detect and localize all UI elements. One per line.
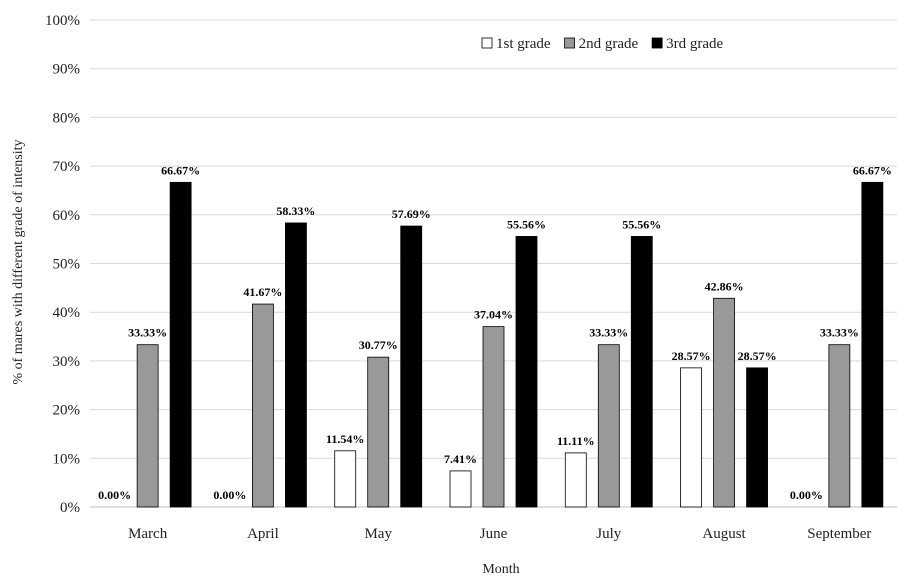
x-tick-label: August [702, 526, 746, 542]
data-label: 66.67% [161, 163, 200, 177]
data-label: 30.77% [359, 338, 398, 352]
bar-1st-grade [564, 452, 587, 508]
data-label: 11.54% [326, 432, 364, 446]
data-label: 66.67% [853, 163, 892, 177]
bar-3rd-grade [746, 367, 768, 508]
data-label: 33.33% [128, 326, 167, 340]
data-labels: 0.00% 33.33% 66.67% 0.00% 41.67% 58.33% 11.54%… [98, 163, 892, 502]
y-tick-label: 70% [53, 159, 81, 175]
y-tick-label: 90% [53, 62, 81, 78]
y-tick-label: 60% [53, 208, 81, 224]
x-axis-ticks: March April May June July August September [128, 526, 871, 542]
x-tick-label: May [364, 526, 392, 542]
x-tick-label: April [247, 526, 279, 542]
bar-3rd-grade [169, 181, 192, 508]
bar-1st-grade [334, 450, 357, 508]
data-label: 0.00% [98, 488, 131, 502]
data-label: 33.33% [820, 326, 859, 340]
bar-1st-grade [449, 470, 472, 508]
bar-2nd-grade [367, 356, 390, 508]
bars [136, 181, 884, 508]
bar-3rd-grade [285, 222, 307, 508]
data-label: 57.69% [392, 207, 431, 221]
legend-label: 2nd grade [579, 36, 639, 52]
bar-3rd-grade [630, 236, 653, 508]
y-tick-label: 40% [53, 305, 81, 321]
y-tick-label: 30% [53, 354, 81, 370]
data-label: 58.33% [276, 204, 315, 218]
data-label: 55.56% [622, 217, 661, 231]
bar-2nd-grade [713, 297, 735, 508]
y-tick-label: 10% [53, 451, 81, 467]
legend-swatch [481, 37, 493, 49]
bar-2nd-grade [482, 326, 505, 508]
bar-1st-grade [680, 367, 702, 508]
data-label: 28.57% [738, 349, 777, 363]
legend-label: 1st grade [496, 36, 551, 52]
x-axis-title: Month [482, 562, 519, 577]
data-label: 37.04% [474, 308, 513, 322]
legend: 1st grade 2nd grade 3rd grade [481, 36, 724, 52]
data-label: 33.33% [589, 326, 628, 340]
x-tick-label: March [128, 526, 168, 542]
bar-2nd-grade [252, 303, 274, 508]
x-tick-label: June [480, 526, 508, 542]
y-tick-label: 100% [45, 13, 80, 29]
y-axis-title: % of mares with different grade of inten… [11, 139, 26, 384]
legend-swatch [564, 37, 575, 49]
data-label: 28.57% [672, 349, 711, 363]
data-label: 0.00% [213, 488, 246, 502]
y-tick-label: 0% [60, 500, 80, 516]
data-label: 7.41% [444, 452, 477, 466]
legend-label: 3rd grade [666, 36, 723, 52]
bar-3rd-grade [861, 181, 884, 508]
bar-3rd-grade [400, 225, 423, 508]
y-tick-label: 20% [53, 403, 81, 419]
bar-3rd-grade [515, 236, 538, 508]
bar-2nd-grade [136, 344, 159, 508]
data-label: 55.56% [507, 217, 546, 231]
bar-2nd-grade [828, 344, 851, 508]
data-label: 42.86% [705, 279, 744, 293]
y-axis-ticks: 0% 10% 20% 30% 40% 50% 60% 70% 80% 90% 100% [45, 13, 80, 516]
x-tick-label: July [596, 526, 622, 542]
bar-2nd-grade [597, 344, 620, 508]
y-tick-label: 80% [53, 110, 81, 126]
legend-swatch [651, 37, 663, 49]
data-label: 41.67% [243, 285, 282, 299]
data-label: 11.11% [557, 434, 595, 448]
y-tick-label: 50% [53, 257, 81, 273]
x-tick-label: September [807, 526, 871, 542]
data-label: 0.00% [790, 488, 823, 502]
gridlines [90, 19, 897, 508]
